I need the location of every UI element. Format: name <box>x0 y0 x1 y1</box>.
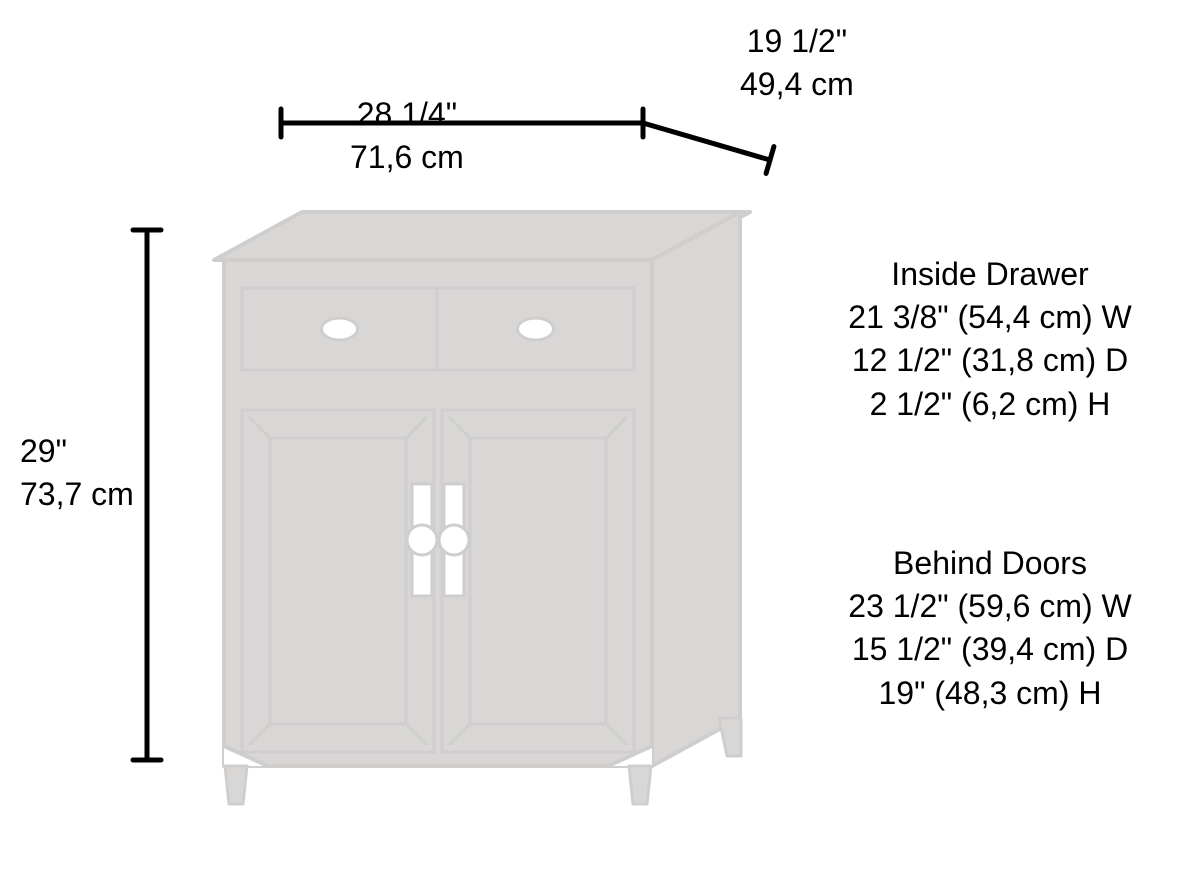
inside-drawer-w: 21 3/8" (54,4 cm) W <box>848 299 1131 335</box>
width-metric: 71,6 cm <box>350 139 464 175</box>
height-dimension-label: 29" 73,7 cm <box>20 430 134 516</box>
behind-doors-heading: Behind Doors <box>893 545 1087 581</box>
inside-drawer-heading: Inside Drawer <box>891 256 1088 292</box>
behind-doors-w: 23 1/2" (59,6 cm) W <box>848 588 1131 624</box>
inside-drawer-d: 12 1/2" (31,8 cm) D <box>852 342 1128 378</box>
height-metric: 73,7 cm <box>20 476 134 512</box>
depth-dimension-label: 19 1/2" 49,4 cm <box>740 20 854 106</box>
behind-doors-d: 15 1/2" (39,4 cm) D <box>852 631 1128 667</box>
width-dimension-label: 28 1/4" 71,6 cm <box>350 93 464 179</box>
cabinet-dimension-diagram <box>0 0 1200 885</box>
width-imperial: 28 1/4" <box>357 96 457 132</box>
height-imperial: 29" <box>20 433 67 469</box>
depth-imperial: 19 1/2" <box>747 23 847 59</box>
inside-drawer-spec: Inside Drawer 21 3/8" (54,4 cm) W 12 1/2… <box>810 253 1170 426</box>
behind-doors-h: 19" (48,3 cm) H <box>879 675 1102 711</box>
depth-metric: 49,4 cm <box>740 66 854 102</box>
behind-doors-spec: Behind Doors 23 1/2" (59,6 cm) W 15 1/2"… <box>810 542 1170 715</box>
inside-drawer-h: 2 1/2" (6,2 cm) H <box>870 386 1111 422</box>
